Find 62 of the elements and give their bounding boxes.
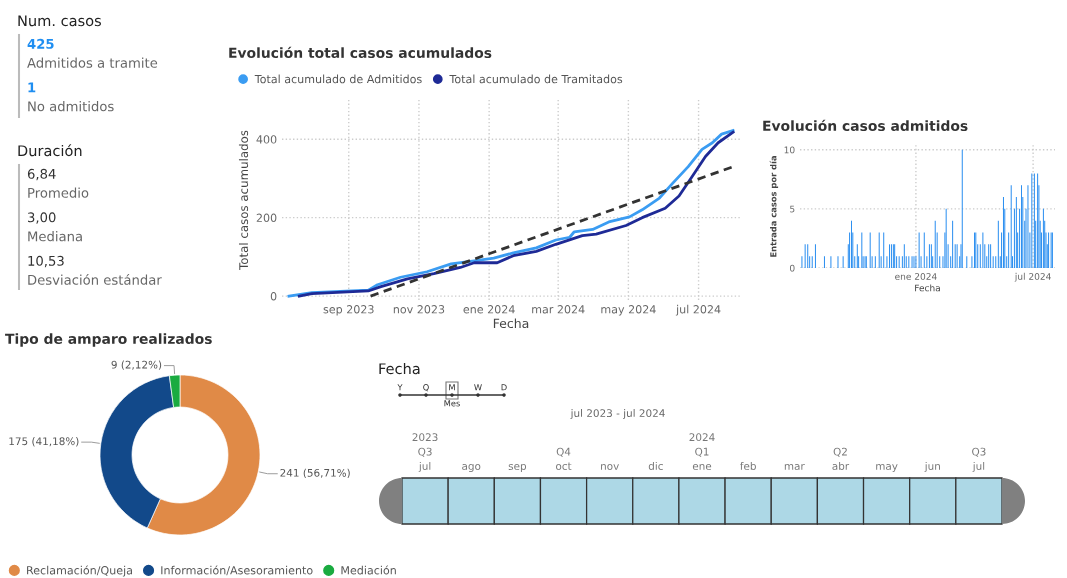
text: jul 2023 - jul 2024 [570,408,665,420]
legend-label: Información/Asesoramiento [161,565,313,576]
text: Desviación estándar [28,274,162,285]
category-label: feb [740,461,756,470]
category-label: jun [924,461,940,472]
data-label: 9 (2,12%) [111,360,162,370]
category-label: 2023 Q3 jul [412,433,438,472]
text: Num. casos [18,15,101,27]
category-label: may [876,464,898,472]
text: Mediana [28,231,82,242]
text: D [501,384,507,391]
y-tick-label: 5 [790,205,795,213]
text: Duración [18,144,82,157]
text: 425 [27,38,54,49]
data-label: 175 (41,18%) [9,437,79,447]
category-label: Q2 abr [832,447,850,470]
text: W [474,384,482,391]
category-label: sep [508,464,527,472]
data-label: 241 (56,71%) [280,468,350,478]
x-tick-label: jul 2024 [675,304,721,316]
legend-label: Total acumulado de Tramitados [449,74,623,84]
category-label: mar [784,464,805,470]
legend-label: Mediación [341,565,396,575]
text: Fecha [379,362,420,375]
category-label: nov [601,464,619,470]
y-tick-label: 200 [256,213,277,223]
x-tick-label: may 2024 [601,305,656,316]
category-label: Q4 oct [556,447,572,470]
y-tick-label: 0 [789,264,795,272]
y-tick-label: 10 [784,146,795,154]
chart-title: Evolución casos admitidos [763,119,968,132]
legend-label: Total acumulado de Admitidos [254,74,422,84]
text: 6,84 [27,168,56,181]
chart-title: Tipo de amparo realizados [5,333,212,347]
y-tick-label: 0 [270,292,277,301]
legend-label: Reclamación/Queja [27,565,132,577]
text: Mes [444,400,460,407]
text: Promedio [28,187,89,198]
y-axis-title: Entrada casos por día [769,156,779,257]
text: No admitidos [28,101,114,112]
y-tick-label: 400 [256,135,277,144]
y-axis-title: Total casos acumulados [238,130,249,270]
x-axis-title: Fecha [915,284,940,292]
text: Admitidos a tramite [27,57,158,68]
category-label: dic [648,461,663,470]
chart-title: Evolución total casos acumulados [229,46,492,59]
category-label: Q3 jul [972,447,986,472]
x-tick-label: ene 2024 [463,305,515,314]
x-tick-label: mar 2024 [532,305,585,314]
text: 1 [28,82,36,93]
text: Q [423,384,429,392]
text: 10,53 [28,255,64,268]
x-tick-label: sep 2023 [323,305,374,316]
x-axis-title: Fecha [493,318,529,329]
text: M [449,384,455,391]
x-tick-label: ene 2024 [895,273,937,280]
text: Y [397,384,403,391]
text: 3,00 [28,212,56,224]
x-tick-label: nov 2023 [393,305,445,314]
category-label: 2024 Q1 ene [689,433,715,470]
x-tick-label: jul 2024 [1014,272,1051,282]
category-label: ago [462,464,481,472]
